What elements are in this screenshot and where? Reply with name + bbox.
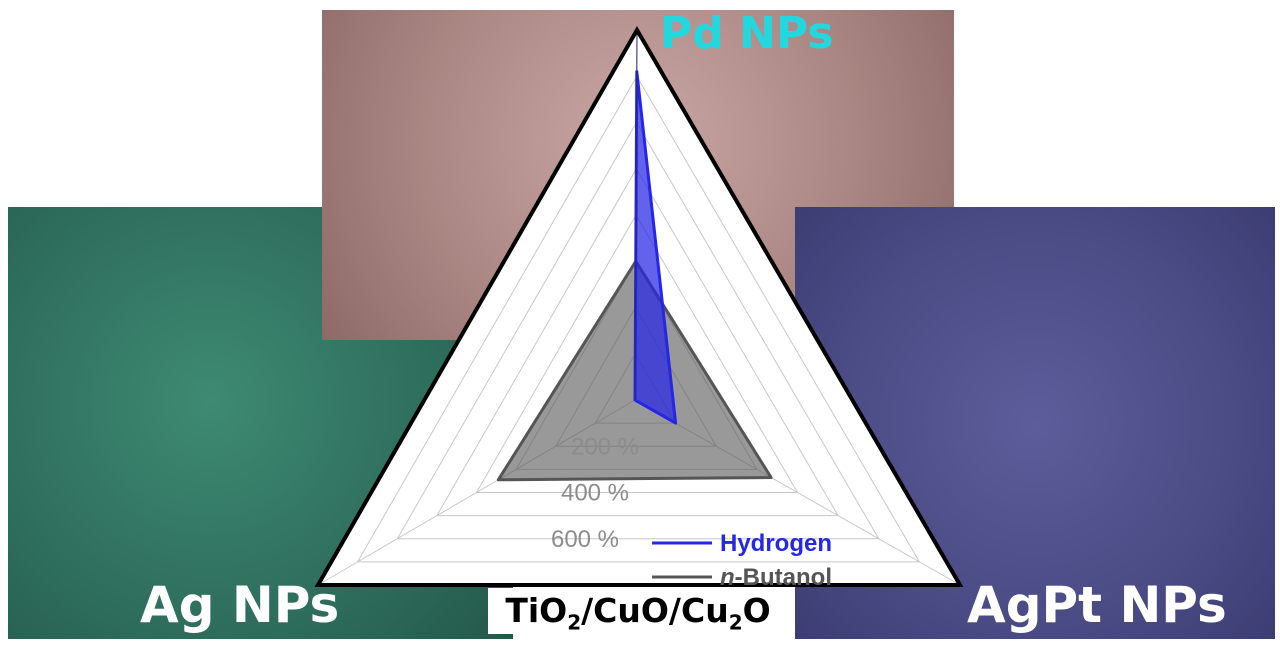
data-point xyxy=(497,479,499,481)
pd-axis-line xyxy=(634,29,638,401)
legend-label: Hydrogen xyxy=(720,530,832,557)
xlabel-subscript: 2 xyxy=(567,610,582,635)
grid-ring xyxy=(436,167,839,517)
radar-outline xyxy=(314,26,964,587)
legend-label: n-Butanol xyxy=(720,564,832,591)
xlabel-part: /CuO/Cu xyxy=(581,591,729,630)
ag-nps-label: Ag NPs xyxy=(140,576,340,634)
grid-ring xyxy=(396,121,880,540)
data-point xyxy=(770,476,772,478)
series-layer xyxy=(496,29,773,482)
tick-label: 200 % xyxy=(571,433,639,460)
xlabel-part: O xyxy=(742,591,771,630)
data-point xyxy=(675,422,677,424)
grid-ring xyxy=(356,75,921,563)
grid-ring xyxy=(475,214,799,493)
legend: Hydrogen n-Butanol xyxy=(652,530,832,591)
tick-label: 600 % xyxy=(551,526,619,553)
tick-label: 400 % xyxy=(561,480,629,507)
pd-nps-label: Pd NPs xyxy=(660,8,834,59)
tick-labels: 200 % 400 % 600 % xyxy=(551,433,639,553)
xlabel-subscript: 2 xyxy=(728,610,743,635)
agpt-nps-label: AgPt NPs xyxy=(967,576,1227,634)
xlabel-part: TiO xyxy=(505,591,568,630)
axis-title-material: TiO2/CuO/Cu2O xyxy=(488,588,788,635)
